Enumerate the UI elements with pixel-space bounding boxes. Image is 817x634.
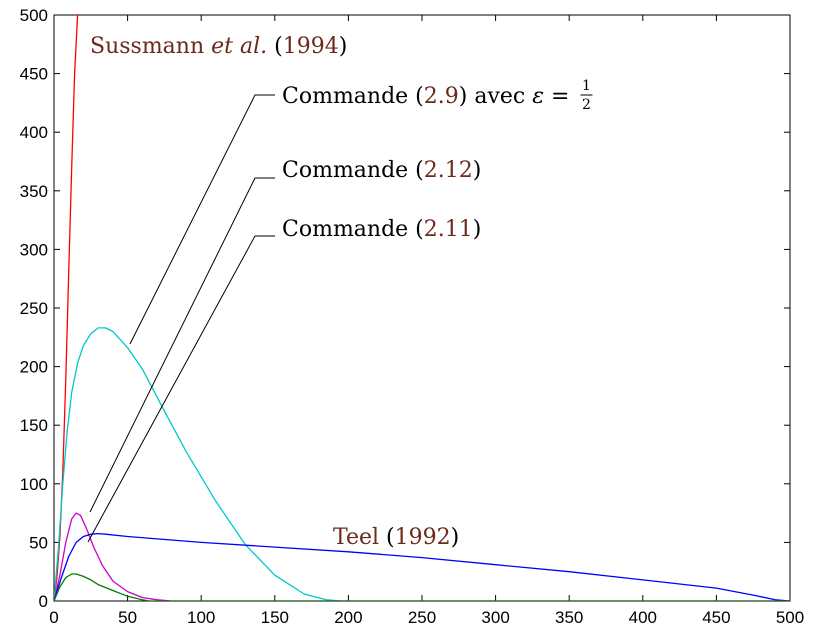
annotation-text: = [544, 84, 576, 109]
y-tick-label: 300 [20, 240, 48, 259]
x-tick-label: 350 [555, 608, 583, 627]
annotation-text: et al. [211, 34, 267, 59]
y-tick-label: 200 [20, 358, 48, 377]
x-tick-label: 450 [702, 608, 730, 627]
annotation-label: Sussmann et al. (1994) [90, 34, 347, 59]
annotation-text: ) [473, 158, 482, 183]
x-tick-label: 500 [776, 608, 804, 627]
y-tick-label: 100 [20, 475, 48, 494]
annotation-text: 2.9 [424, 84, 459, 109]
annotation-text: ) [451, 525, 460, 550]
annotation-label: Commande (2.11) [282, 217, 481, 242]
annotation-label: Commande (2.12) [282, 158, 481, 183]
x-tick-label: 250 [408, 608, 436, 627]
annotation-leader-line [87, 235, 275, 543]
y-tick-label: 0 [39, 592, 48, 611]
annotation-text: Teel [333, 525, 379, 550]
fraction-denominator: 2 [582, 97, 591, 113]
annotation-text: ε [532, 84, 544, 109]
annotation-text: Commande ( [282, 217, 424, 242]
series-line-0 [54, 15, 79, 601]
y-tick-label: 250 [20, 299, 48, 318]
annotation-label: Teel (1992) [333, 525, 459, 550]
chart-annotations: Sussmann et al. (1994)Commande (2.9) ave… [90, 34, 593, 550]
annotation-text: ) [339, 34, 348, 59]
annotation-label: Commande (2.9) avec ε = [282, 84, 576, 109]
series-line-1 [54, 327, 349, 601]
y-tick-label: 150 [20, 416, 48, 435]
y-tick-label: 50 [29, 533, 48, 552]
x-tick-label: 100 [187, 608, 215, 627]
annotation-text: 2.12 [424, 158, 473, 183]
annotation-leaders [87, 94, 275, 543]
annotation-text: 1992 [395, 525, 451, 550]
x-tick-label: 0 [49, 608, 58, 627]
annotation-text: ( [379, 525, 395, 550]
fraction-numerator: 1 [582, 78, 591, 94]
y-tick-label: 500 [20, 6, 48, 25]
x-tick-label: 300 [481, 608, 509, 627]
annotation-text: Sussmann [90, 34, 211, 59]
annotation-leader-line [129, 94, 275, 345]
series-line-3 [54, 532, 790, 601]
axis-ticks: 0 50 100 150 200 250 300 350 400 450 500 0 50 100 150 2… [20, 6, 805, 627]
y-tick-label: 450 [20, 65, 48, 84]
x-tick-label: 50 [118, 608, 137, 627]
annotation-text: ) avec [459, 84, 532, 109]
x-tick-label: 400 [629, 608, 657, 627]
chart-series [54, 15, 790, 601]
x-tick-label: 150 [261, 608, 289, 627]
annotation-text: Commande ( [282, 158, 424, 183]
annotation-leader-line [89, 177, 275, 513]
annotation-text: Commande ( [282, 84, 424, 109]
plot-area [53, 14, 791, 602]
x-tick-label: 200 [334, 608, 362, 627]
annotation-text: ( [267, 34, 283, 59]
annotation-text: 1994 [283, 34, 339, 59]
y-tick-label: 350 [20, 182, 48, 201]
annotation-text: ) [473, 217, 482, 242]
series-line-4 [54, 573, 790, 601]
y-tick-label: 400 [20, 123, 48, 142]
annotation-text: 2.11 [424, 217, 473, 242]
